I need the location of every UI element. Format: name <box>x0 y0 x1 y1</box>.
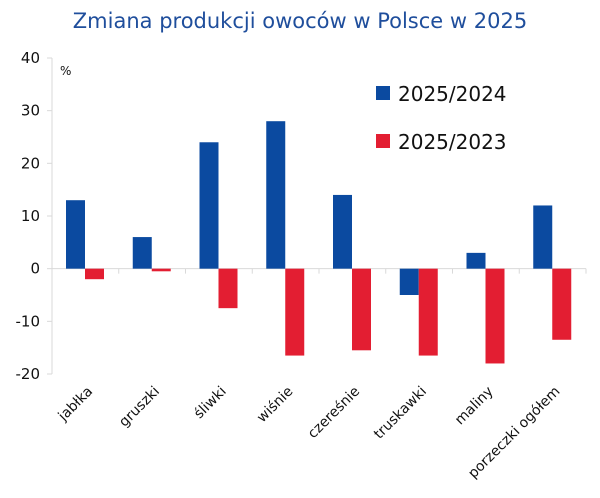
bar-series-2 <box>485 268 505 364</box>
bar-series-2 <box>218 268 238 309</box>
x-category-label: jabłka <box>55 384 97 426</box>
y-tick-label: -20 <box>16 365 41 383</box>
legend-swatch <box>376 134 390 148</box>
x-category-label: czereśnie <box>305 384 363 442</box>
x-category-label: śliwki <box>191 384 230 423</box>
bar-series-1 <box>399 268 419 295</box>
bar-series-2 <box>85 268 104 280</box>
bar-series-2 <box>285 268 305 356</box>
x-category-label: truskawki <box>371 384 430 443</box>
legend-swatch <box>376 86 390 100</box>
bar-series-1 <box>199 142 219 269</box>
y-tick-label: 20 <box>21 154 40 172</box>
legend-label: 2025/2023 <box>398 130 507 154</box>
y-tick-label: 0 <box>30 260 40 278</box>
y-tick-label: 10 <box>21 207 40 225</box>
bar-series-2 <box>151 268 171 272</box>
bar-series-2 <box>418 268 438 356</box>
plot-area: 40 30 20 10 0 -10 -20 jabłka gruszki śliwki wiśnie… <box>16 49 587 482</box>
y-unit-label: % <box>60 64 71 78</box>
y-tick-label: 40 <box>21 49 40 67</box>
bar-series-1 <box>266 121 286 269</box>
bar-series-1 <box>66 200 85 269</box>
bar-series-1 <box>132 237 152 269</box>
chart-title: Zmiana produkcji owoców w Polsce w 2025 <box>73 9 527 33</box>
bar-series-2 <box>352 268 371 351</box>
y-tick-label: 30 <box>21 102 40 120</box>
x-category-label: wiśnie <box>254 384 296 426</box>
bar-series-2 <box>552 268 572 340</box>
bar-series-1 <box>333 194 352 269</box>
bar-series-1 <box>533 205 553 269</box>
bar-series-1 <box>466 252 486 269</box>
x-category-label: maliny <box>452 384 497 429</box>
legend-label: 2025/2024 <box>398 82 507 106</box>
x-category-label: gruszki <box>116 384 163 431</box>
y-tick-label: -10 <box>16 312 41 330</box>
